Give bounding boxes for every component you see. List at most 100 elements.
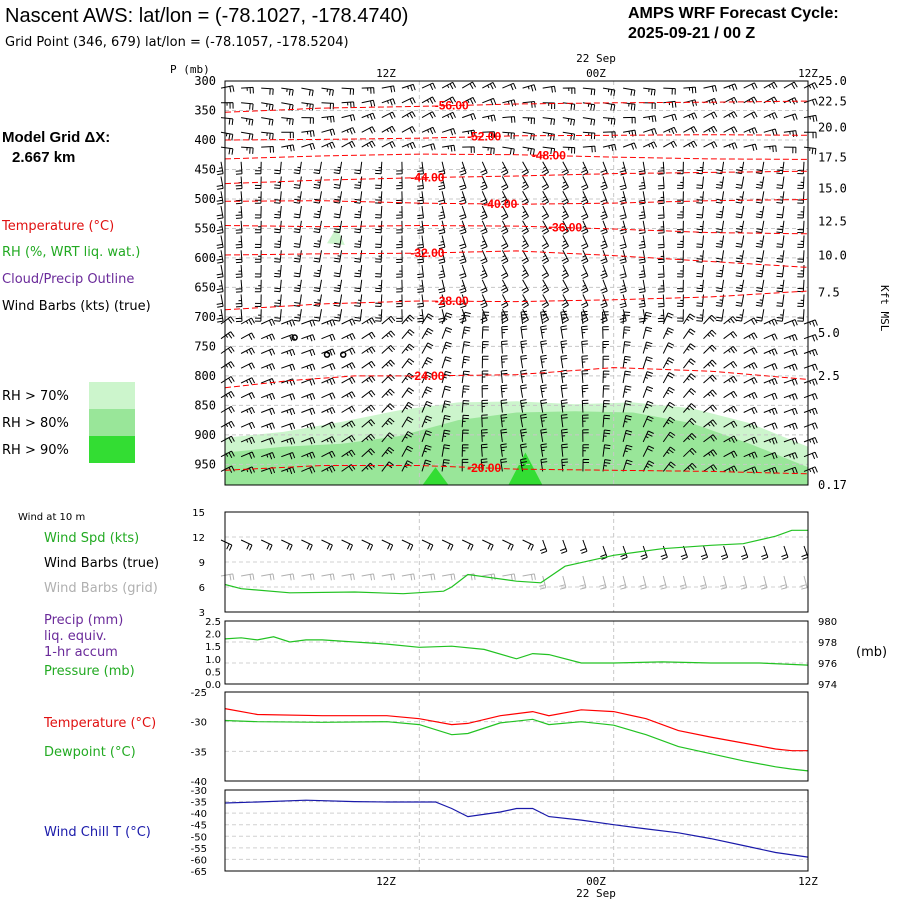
wind-barb: [696, 309, 704, 322]
wind-barb: [797, 279, 805, 293]
wind-barb: [602, 341, 609, 354]
wind-barb: [261, 437, 275, 445]
wind-barb: [375, 264, 383, 278]
wind-barb: [622, 429, 633, 443]
wind-barb: [522, 117, 535, 125]
wind-barb: [501, 205, 509, 220]
wind-chill-panel: -30-35-40-45-50-55-60-65: [191, 786, 809, 878]
wind-barb: [254, 264, 262, 278]
wind10m-label: Wind at 10 m: [18, 512, 85, 523]
wind-barb: [274, 235, 282, 248]
wind-barb: [683, 373, 696, 384]
wind-barb: [341, 434, 356, 443]
wind-barb: [220, 420, 235, 429]
wind-barb: [723, 142, 738, 150]
wind-barb: [723, 405, 738, 414]
wind-barb: [341, 127, 356, 135]
wind-barb: [803, 98, 818, 106]
isotherm-line: [224, 153, 809, 160]
wind-barb: [293, 309, 302, 322]
wind-barb: [602, 355, 610, 369]
wind-barb: [663, 87, 676, 95]
kft-tick-label: 22.5: [818, 95, 847, 109]
wind-barb: [361, 346, 376, 354]
precip-tick-label: 2.0: [205, 630, 221, 641]
wind-barb: [662, 401, 675, 413]
wind-barb: [281, 131, 294, 139]
wind-tick-label: 12: [192, 533, 205, 544]
wind-barb: [417, 220, 424, 234]
wind-barb: [622, 385, 632, 398]
wind-barb: [333, 279, 343, 293]
wind-barb: [480, 220, 488, 235]
wind-barb: [743, 332, 758, 340]
wind-barb: [480, 294, 488, 309]
wind-barb: [520, 355, 528, 369]
wind-barb: [642, 371, 653, 384]
page-title: Nascent AWS: lat/lon = (-78.1027, -178.4…: [5, 5, 408, 27]
wind-barb: [500, 384, 508, 398]
wind-barb: [623, 87, 636, 97]
wind-barb: [662, 446, 676, 457]
wind-barb: [281, 539, 293, 551]
wind-barb: [521, 220, 529, 235]
wind-barb: [723, 316, 738, 325]
wind-barb: [521, 279, 529, 294]
wind-barb: [755, 205, 765, 219]
wind-barb: [502, 146, 515, 155]
wind-barb: [683, 99, 697, 107]
wind-barb: [619, 264, 627, 279]
wind-barb: [441, 539, 454, 551]
wind-barb: [643, 87, 656, 96]
wind-barb: [581, 340, 589, 354]
wind-barb: [683, 86, 697, 94]
wind-barb: [417, 191, 424, 205]
wind-barb: [274, 294, 282, 307]
wind-barb: [341, 114, 356, 122]
wind-barb: [375, 309, 383, 322]
legend-rh: RH (%, WRT liq. wat.): [2, 245, 140, 260]
wind-barb: [699, 575, 708, 590]
legend-liq-equiv: liq. equiv.: [44, 629, 107, 644]
wind-barb: [381, 98, 396, 106]
wind-barb: [735, 161, 745, 175]
pressure-tick-label: 800: [194, 369, 216, 383]
wind-barb: [375, 220, 383, 234]
chill-tick-label: -35: [191, 798, 207, 809]
wind-barb: [421, 342, 434, 354]
wind-barb: [216, 191, 224, 205]
wind-barb: [540, 354, 548, 369]
wind-barb: [763, 407, 778, 415]
wind-barb: [354, 205, 363, 219]
wind-barb: [560, 414, 568, 428]
wind-barb: [561, 294, 569, 309]
wind-barb: [776, 264, 785, 278]
wind-barb: [643, 115, 657, 123]
wind-barb: [442, 573, 456, 581]
wind-barb: [755, 250, 765, 263]
wind-barb: [354, 176, 363, 189]
wind-barb: [622, 370, 632, 384]
kft-tick-label: 12.5: [818, 214, 847, 228]
wind-barb: [261, 573, 275, 581]
pressure-tick-label: 300: [194, 74, 216, 88]
wind-barb: [254, 250, 262, 263]
wind-barb: [600, 161, 608, 176]
wind-barb: [763, 392, 778, 401]
wind-barb: [261, 378, 275, 386]
wind-barb: [293, 191, 302, 204]
wind-barb: [776, 309, 785, 322]
wind-barb: [581, 279, 589, 294]
wind-barb: [776, 191, 785, 204]
wind-barb: [561, 161, 569, 176]
wind-barb: [462, 113, 477, 121]
legend-wind-barbs-grid: Wind Barbs (grid): [44, 581, 158, 596]
wind-barb: [619, 575, 627, 590]
wind-barb: [301, 102, 314, 111]
wind-barb: [703, 404, 717, 413]
wind-barb: [623, 129, 637, 137]
wind-barb: [481, 399, 489, 413]
wind-barb: [354, 250, 363, 263]
wind-barb: [220, 131, 234, 141]
wind-barb: [254, 205, 262, 219]
